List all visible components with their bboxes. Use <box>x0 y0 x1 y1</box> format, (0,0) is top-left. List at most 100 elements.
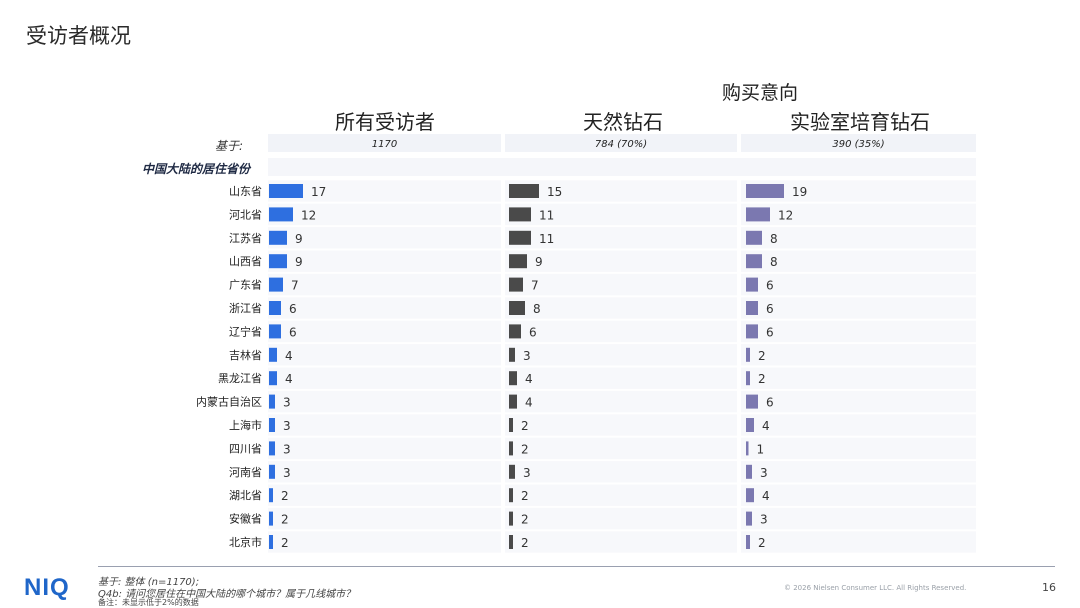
bar <box>269 418 275 432</box>
row-band <box>505 461 737 483</box>
data-label: 6 <box>766 302 774 316</box>
data-label: 8 <box>770 232 778 246</box>
data-label: 3 <box>760 513 768 527</box>
purchase-intent-header: 购买意向 <box>721 82 798 104</box>
row-band <box>268 414 501 436</box>
base-value-natural: 784 (70%) <box>594 139 648 150</box>
bar <box>746 418 754 432</box>
bar <box>746 535 750 549</box>
row-band <box>268 367 501 389</box>
data-label: 2 <box>281 536 289 550</box>
footnote-remark: 备注：未显示低于2%的数据 <box>98 598 199 607</box>
data-label: 12 <box>301 208 316 222</box>
data-label: 9 <box>535 255 543 269</box>
row-band <box>268 273 501 296</box>
page-number: 16 <box>1042 581 1056 594</box>
bar <box>269 277 283 292</box>
bar <box>746 277 758 292</box>
bar <box>509 464 515 479</box>
row-band <box>741 437 976 460</box>
bar <box>269 488 273 503</box>
bar <box>509 441 513 456</box>
data-label: 19 <box>792 185 807 199</box>
row-band <box>268 203 501 226</box>
data-label: 9 <box>295 232 303 246</box>
column-header-lab: 实验室培育钻石 <box>790 110 930 134</box>
row-band <box>505 297 737 319</box>
data-label: 2 <box>521 513 529 527</box>
row-band <box>268 344 501 366</box>
data-label: 8 <box>533 302 541 316</box>
row-band <box>741 250 976 272</box>
category-label: 山东省 <box>229 185 262 198</box>
bar <box>269 441 275 456</box>
bar <box>746 301 758 315</box>
bar <box>746 207 770 222</box>
data-label: 3 <box>283 396 291 410</box>
data-label: 3 <box>523 466 531 480</box>
data-label: 2 <box>758 536 766 550</box>
row-band <box>505 484 737 506</box>
row-band <box>268 437 501 460</box>
bar <box>269 184 303 198</box>
category-label: 吉林省 <box>229 348 262 362</box>
data-label: 4 <box>762 489 770 503</box>
data-label: 3 <box>523 349 531 363</box>
row-band <box>268 507 501 530</box>
data-label: 3 <box>283 419 291 433</box>
base-label: 基于: <box>215 139 244 153</box>
category-label: 上海市 <box>229 418 262 432</box>
data-label: 4 <box>525 396 533 410</box>
base-band-all <box>268 134 501 152</box>
row-band <box>741 297 976 319</box>
bar <box>746 488 754 503</box>
bar <box>509 324 521 339</box>
row-band <box>741 461 976 483</box>
row-band <box>741 227 976 249</box>
data-label: 2 <box>521 419 529 433</box>
category-label: 河北省 <box>229 208 262 221</box>
bar <box>746 441 749 456</box>
row-band <box>741 203 976 226</box>
row-band <box>505 367 737 389</box>
row-band <box>505 507 737 530</box>
data-label: 17 <box>311 185 326 199</box>
category-label: 辽宁省 <box>229 324 262 338</box>
footer-divider <box>98 566 1055 567</box>
bar <box>746 371 750 386</box>
row-band <box>505 180 737 202</box>
row-band <box>268 320 501 343</box>
section-label: 中国大陆的居住省份 <box>142 162 251 176</box>
bar <box>509 394 517 409</box>
row-band <box>505 203 737 226</box>
data-label: 2 <box>521 489 529 503</box>
column-header-all: 所有受访者 <box>335 110 435 134</box>
data-label: 7 <box>531 279 539 293</box>
bar <box>269 207 293 222</box>
bar <box>509 371 517 386</box>
bar <box>269 254 287 269</box>
bar <box>269 394 275 409</box>
bar <box>746 464 752 479</box>
category-label: 黑龙江省 <box>218 372 262 385</box>
category-label: 广东省 <box>229 279 262 292</box>
category-label: 北京市 <box>229 535 262 549</box>
bar <box>509 207 531 222</box>
base-value-all: 1170 <box>371 139 398 150</box>
data-label: 4 <box>525 372 533 386</box>
data-label: 6 <box>766 396 774 410</box>
data-label: 12 <box>778 208 793 222</box>
category-label: 内蒙古自治区 <box>196 395 262 409</box>
data-label: 6 <box>766 279 774 293</box>
data-label: 15 <box>547 185 562 199</box>
bar <box>269 535 273 549</box>
row-band <box>741 507 976 530</box>
bar <box>509 301 525 315</box>
bar <box>746 347 750 362</box>
row-band <box>741 531 976 553</box>
bar <box>509 254 527 269</box>
data-label: 8 <box>770 255 778 269</box>
bar <box>746 324 758 339</box>
bar <box>746 254 762 269</box>
row-band <box>741 273 976 296</box>
